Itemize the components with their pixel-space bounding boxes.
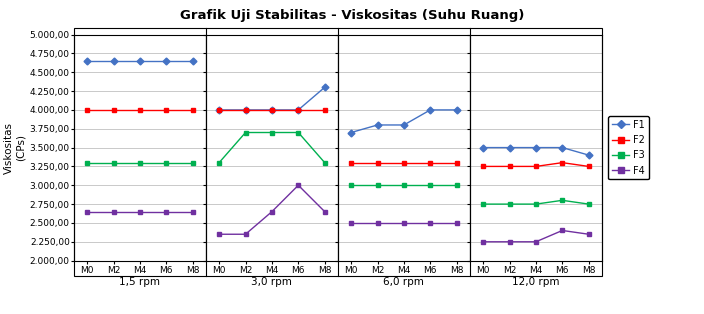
X-axis label: 1,5 rpm: 1,5 rpm [120, 277, 161, 287]
Legend: F1, F2, F3, F4: F1, F2, F3, F4 [608, 116, 649, 180]
Text: Grafik Uji Stabilitas - Viskositas (Suhu Ruang): Grafik Uji Stabilitas - Viskositas (Suhu… [180, 9, 524, 22]
X-axis label: 12,0 rpm: 12,0 rpm [513, 277, 560, 287]
X-axis label: 6,0 rpm: 6,0 rpm [384, 277, 425, 287]
X-axis label: 3,0 rpm: 3,0 rpm [251, 277, 292, 287]
Y-axis label: Viskositas
(CPs): Viskositas (CPs) [4, 122, 25, 174]
